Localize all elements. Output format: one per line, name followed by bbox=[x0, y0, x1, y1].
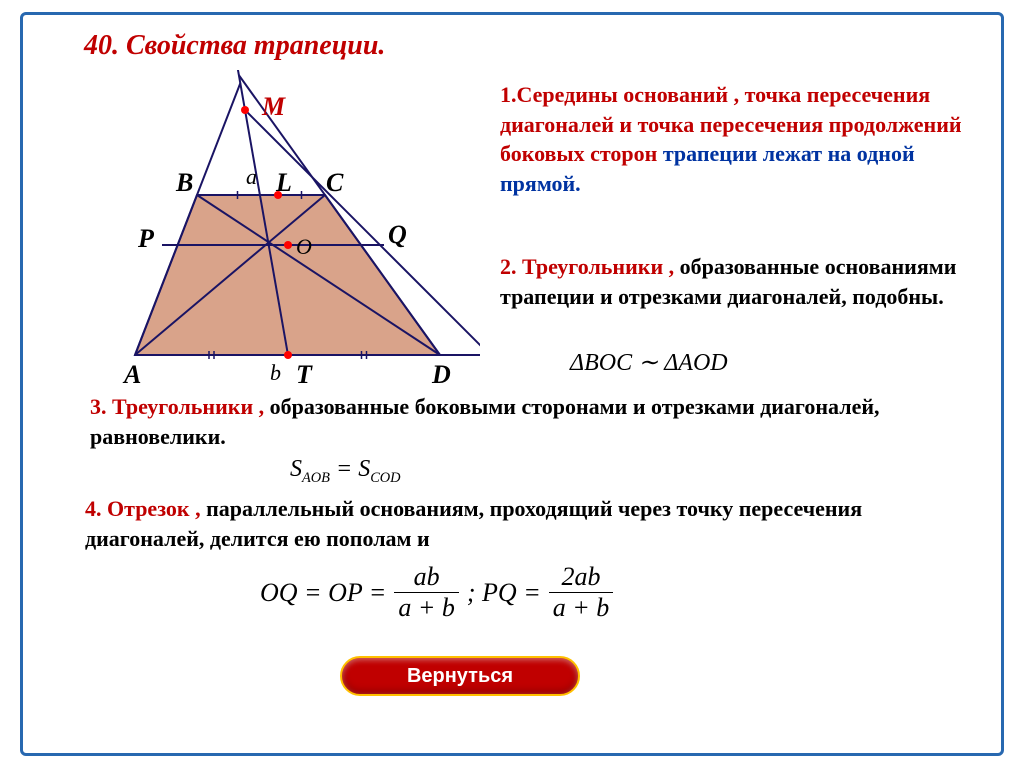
label-P: P bbox=[138, 224, 154, 254]
f3-lhs: S bbox=[290, 456, 302, 482]
f4-sep: ; PQ = bbox=[467, 578, 541, 608]
trapezoid-diagram: M B C L a P Q O A T b D bbox=[60, 70, 480, 370]
label-B: B bbox=[176, 168, 193, 198]
property-4: 4. Отрезок , параллельный основаниям, пр… bbox=[85, 494, 965, 553]
formula-4: OQ = OP = ab a + b ; PQ = 2ab a + b bbox=[260, 564, 613, 621]
f3-rhs: S bbox=[358, 456, 370, 482]
label-M: M bbox=[262, 92, 285, 122]
f3-rsub: COD bbox=[370, 470, 400, 486]
label-A: A bbox=[124, 360, 141, 390]
label-Q: Q bbox=[388, 220, 407, 250]
back-button-label: Вернуться bbox=[407, 665, 513, 688]
f4-frac1: ab a + b bbox=[394, 564, 459, 621]
f4-p1: OQ = OP = bbox=[260, 578, 386, 608]
label-L: L bbox=[276, 168, 292, 198]
prop4-tail: параллельный основаниям, проходящий чере… bbox=[85, 496, 862, 551]
label-T: T bbox=[296, 360, 312, 390]
property-2: 2. Треугольники , образованные основания… bbox=[500, 252, 980, 311]
f3-lsub: AOB bbox=[302, 470, 330, 486]
prop3-head: 3. Треугольники , bbox=[90, 394, 264, 419]
f4-f1-den: a + b bbox=[394, 592, 459, 621]
slide-title: 40. Свойства трапеции. bbox=[84, 30, 385, 62]
formula-2: ΔBOC ∼ ΔAOD bbox=[570, 348, 728, 377]
f4-f2-den: a + b bbox=[549, 592, 614, 621]
label-b: b bbox=[270, 360, 281, 386]
prop4-head: 4. Отрезок , bbox=[85, 496, 201, 521]
property-1: 1.Середины оснований , точка пересечения… bbox=[500, 80, 980, 199]
prop2-head: 2. Треугольники , bbox=[500, 254, 674, 279]
formula-3: SAOB = SCOD bbox=[290, 456, 401, 487]
f4-f1-num: ab bbox=[410, 564, 444, 592]
label-D: D bbox=[432, 360, 451, 390]
label-a: a bbox=[246, 164, 257, 190]
f3-eq: = bbox=[336, 456, 358, 482]
f4-f2-num: 2ab bbox=[558, 564, 605, 592]
back-button[interactable]: Вернуться bbox=[340, 656, 580, 696]
f4-frac2: 2ab a + b bbox=[549, 564, 614, 621]
property-3: 3. Треугольники , образованные боковыми … bbox=[90, 392, 940, 451]
label-O: O bbox=[296, 234, 312, 260]
label-C: C bbox=[326, 168, 343, 198]
